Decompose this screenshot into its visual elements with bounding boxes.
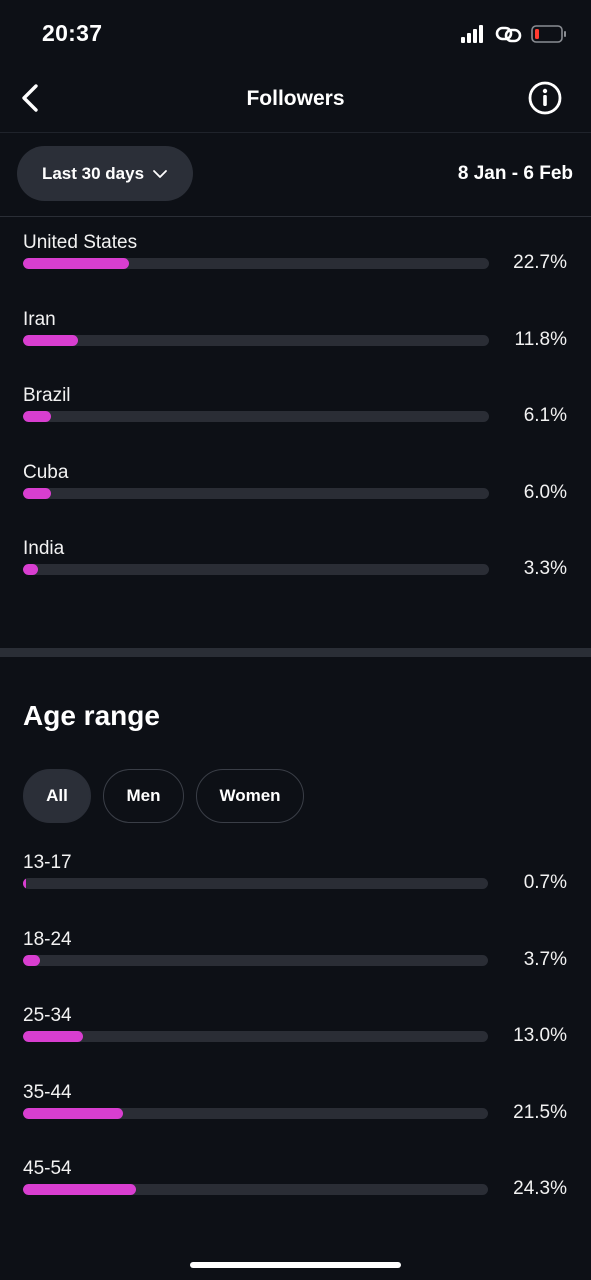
status-bar: 20:37 [0, 0, 591, 70]
section-divider [0, 648, 591, 657]
location-row: Iran 11.8% [0, 309, 591, 379]
age-row: 18-24 3.7% [0, 929, 591, 999]
location-value: 11.8% [514, 328, 567, 350]
location-label: United States [23, 232, 138, 253]
location-bar-fill [23, 334, 78, 346]
location-bar-track [23, 487, 489, 499]
age-label: 35-44 [23, 1081, 72, 1103]
age-value: 13.0% [513, 1025, 567, 1046]
date-range: 8 Jan - 6 Feb [457, 163, 573, 184]
location-label: Cuba [23, 461, 69, 483]
age-value: 24.3% [513, 1178, 567, 1199]
age-bar-fill [23, 1107, 123, 1119]
home-indicator [190, 1262, 401, 1268]
location-bar-track [23, 334, 489, 346]
location-bar-fill [23, 487, 51, 499]
age-bar-track [23, 878, 488, 889]
nav-header: Followers [0, 70, 591, 133]
age-row: 13-17 0.7% [0, 852, 591, 922]
age-bar-track [23, 1107, 488, 1119]
segment-all[interactable]: All [23, 769, 91, 823]
gender-segment-control: All Men Women [23, 769, 304, 825]
status-icons [461, 24, 567, 48]
chevron-down-icon [152, 164, 168, 184]
location-row: Cuba 6.0% [0, 462, 591, 532]
age-row: 45-54 24.3% [0, 1158, 591, 1228]
location-label: Brazil [23, 385, 71, 406]
period-dropdown[interactable]: Last 30 days [17, 146, 193, 201]
location-value: 22.7% [513, 252, 567, 273]
location-row: India 3.3% [0, 538, 591, 608]
location-row: United States 22.7% [0, 232, 591, 302]
location-value: 3.3% [523, 558, 567, 579]
age-label: 45-54 [23, 1158, 72, 1179]
age-row: 35-44 21.5% [0, 1082, 591, 1152]
age-bar-fill [23, 878, 27, 889]
age-value: 21.5% [513, 1101, 567, 1123]
location-value: 6.0% [523, 481, 567, 503]
age-bar-fill [23, 1184, 136, 1195]
chevron-left-icon [19, 83, 41, 118]
location-label: Iran [23, 308, 56, 330]
status-time: 20:37 [42, 20, 103, 46]
info-button[interactable] [527, 81, 563, 120]
link-icon [495, 23, 523, 50]
location-label: India [23, 538, 65, 559]
age-label: 13-17 [23, 852, 72, 873]
location-bar-fill [23, 411, 52, 422]
signal-icon [461, 24, 487, 48]
age-value: 3.7% [523, 948, 567, 970]
age-bar-fill [23, 954, 41, 966]
location-row: Brazil 6.1% [0, 385, 591, 455]
location-bar-track [23, 564, 489, 575]
age-label: 18-24 [23, 928, 72, 950]
location-bar-fill [23, 564, 39, 575]
back-button[interactable] [12, 82, 48, 118]
age-bar-track [23, 1184, 488, 1195]
location-bar-fill [23, 258, 129, 269]
age-bar-track [23, 1031, 488, 1042]
age-value: 0.7% [523, 872, 567, 893]
battery-icon [531, 24, 567, 49]
segment-women[interactable]: Women [196, 769, 304, 823]
filter-row: Last 30 days 8 Jan - 6 Feb [0, 133, 591, 217]
age-row: 25-34 13.0% [0, 1005, 591, 1075]
location-value: 6.1% [523, 405, 567, 426]
location-bar-track [23, 258, 489, 269]
info-icon [528, 81, 562, 120]
period-label: Last 30 days [41, 163, 145, 183]
age-bar-track [23, 954, 488, 966]
age-label: 25-34 [23, 1005, 72, 1026]
page-title: Followers [246, 87, 345, 110]
age-range-title: Age range [23, 700, 160, 731]
location-bar-track [23, 411, 489, 422]
age-bar-fill [23, 1031, 84, 1042]
segment-men[interactable]: Men [103, 769, 184, 823]
